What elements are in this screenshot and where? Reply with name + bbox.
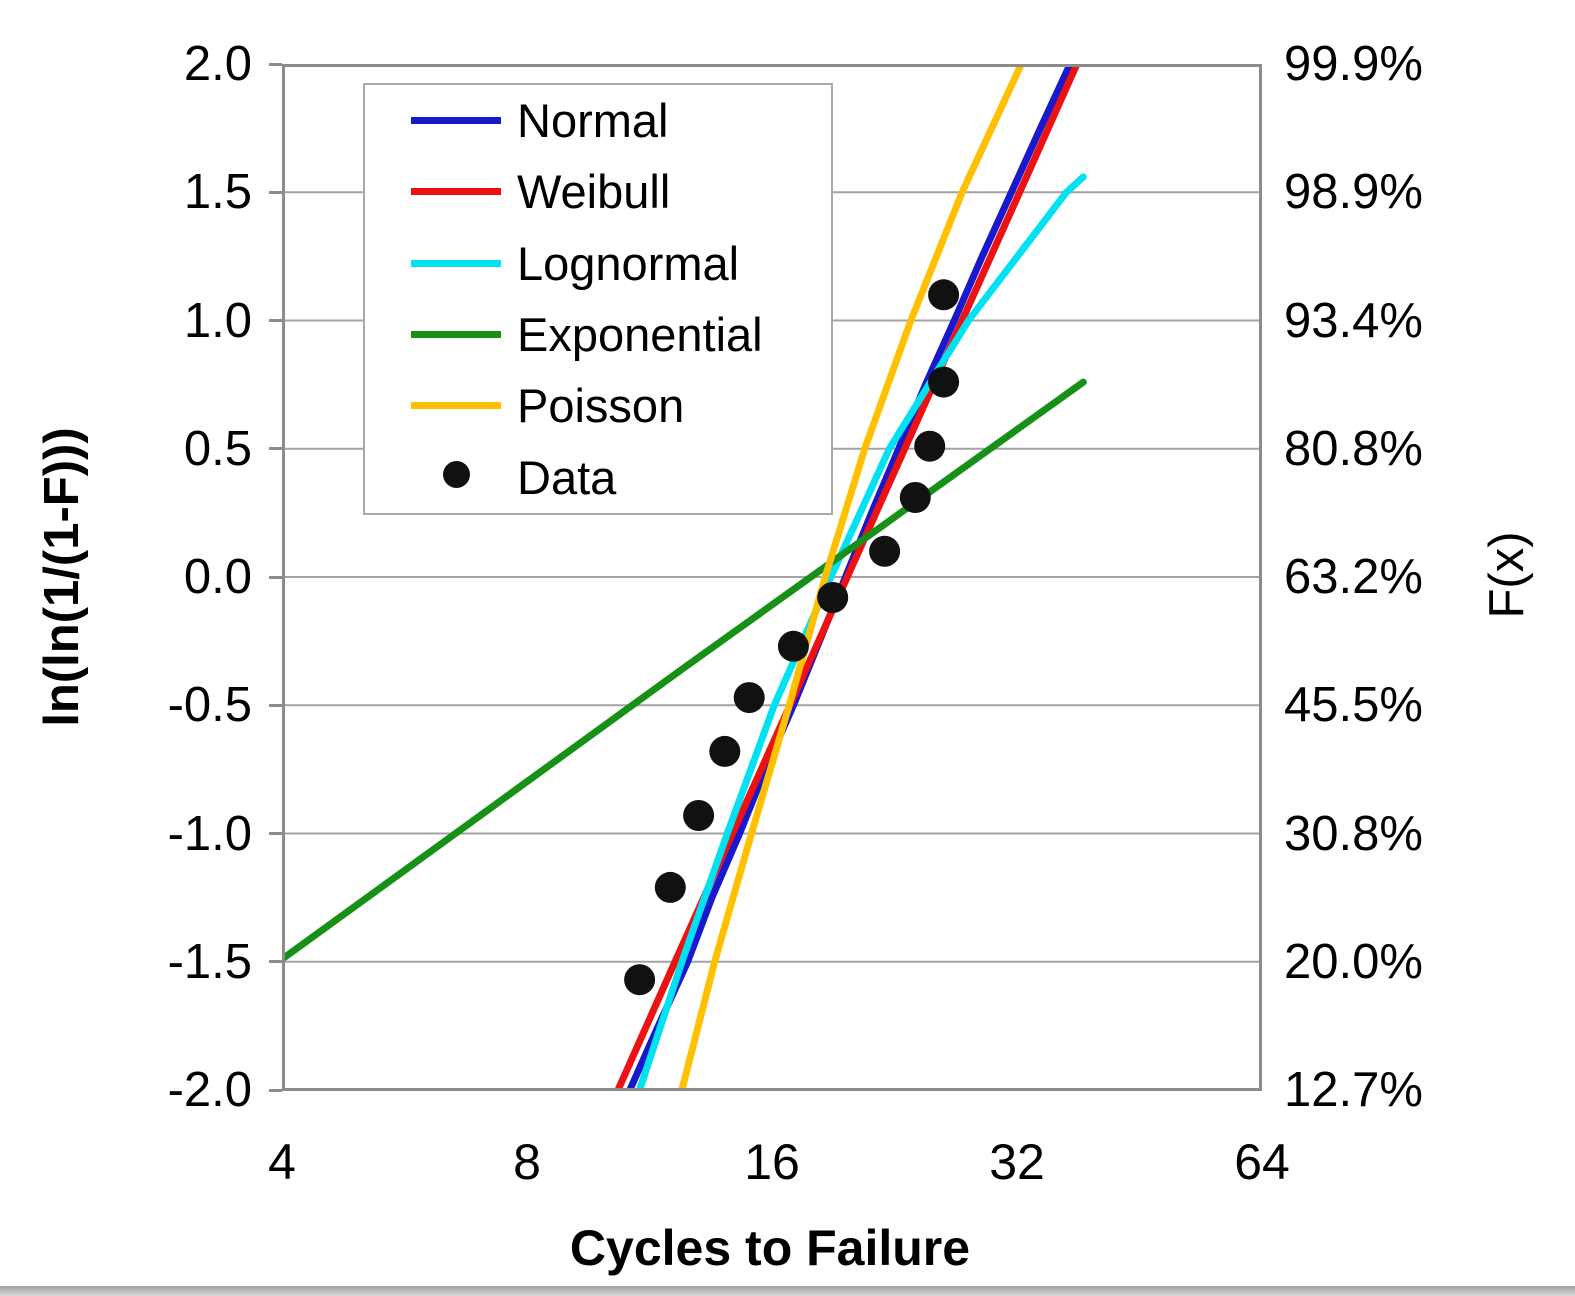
left-axis-tickmark — [269, 703, 282, 707]
y-tick-label-left: 0.0 — [183, 550, 252, 604]
x-tick-label: 64 — [1234, 1134, 1290, 1190]
left-axis-tickmark — [269, 319, 282, 322]
legend-label: Lognormal — [517, 236, 740, 290]
series-line-lognormal — [636, 173, 1087, 1094]
x-tick-label: 32 — [989, 1134, 1045, 1190]
left-axis-tickmark — [269, 447, 282, 451]
data-point — [899, 482, 931, 513]
y-tick-label-left: -0.5 — [167, 678, 252, 733]
y-tick-label-left: 0.5 — [183, 421, 252, 476]
y-tick-label-right: 20.0% — [1284, 934, 1423, 989]
data-point — [624, 964, 656, 996]
legend-label: Exponential — [517, 308, 763, 362]
legend-label: Poisson — [517, 379, 685, 433]
y-tick-label-left: -1.5 — [167, 934, 252, 989]
series-line-poisson — [678, 60, 1025, 1094]
legend: Normal Weibull Lognormal Exponential Poisson… — [363, 83, 833, 515]
legend-line-swatch-poisson — [411, 402, 501, 410]
legend-item-poisson: Poisson — [365, 370, 831, 441]
y-tick-label-right: 45.5% — [1284, 678, 1423, 733]
left-axis-tickmark — [269, 190, 282, 194]
data-point — [914, 430, 946, 462]
left-axis-tickmark — [269, 575, 282, 579]
legend-label: Weibull — [517, 165, 671, 219]
data-point — [733, 682, 765, 714]
left-axis-tickmark — [269, 960, 282, 964]
x-axis-title: Cycles to Failure — [569, 1220, 971, 1276]
legend-label: Data — [517, 450, 617, 504]
left-axis-tickmark — [269, 62, 282, 66]
y-tick-label-right: 80.8% — [1284, 421, 1423, 476]
y-tick-label-right: 99.9% — [1284, 37, 1423, 91]
legend-line-swatch-normal — [411, 117, 501, 125]
data-point — [928, 366, 960, 398]
data-point — [654, 871, 686, 903]
legend-label: Normal — [517, 94, 669, 148]
left-axis-tickmark — [269, 832, 282, 835]
legend-item-exponential: Exponential — [365, 299, 831, 370]
legend-item-data: Data — [365, 442, 831, 513]
legend-item-lognormal: Lognormal — [365, 228, 831, 299]
plot-border — [282, 64, 1262, 1091]
y-tick-label-right: 93.4% — [1284, 293, 1423, 348]
y-tick-label-right: 30.8% — [1284, 806, 1423, 861]
y-tick-label-left: 1.0 — [183, 293, 252, 348]
y-tick-label-left: -1.0 — [167, 806, 252, 861]
y-tick-label-right: 63.2% — [1284, 550, 1423, 604]
x-tick-label: 16 — [744, 1134, 800, 1190]
data-point — [928, 279, 960, 311]
data-point — [683, 800, 715, 831]
data-point — [817, 582, 849, 613]
legend-item-normal: Normal — [365, 85, 831, 156]
data-point — [777, 630, 809, 662]
plot-area — [278, 60, 1262, 1094]
legend-line-swatch-lognormal — [411, 259, 501, 267]
x-tick-label: 4 — [268, 1134, 296, 1190]
series-line-exponential — [278, 378, 1087, 963]
y-tick-label-left: 1.5 — [183, 165, 252, 220]
legend-line-swatch-exponential — [411, 331, 501, 339]
bottom-divider — [0, 1286, 1575, 1296]
data-point — [869, 535, 901, 567]
y-tick-label-right: 12.7% — [1284, 1063, 1423, 1117]
plot-svg — [278, 60, 1262, 1094]
legend-line-swatch-weibull — [411, 188, 501, 196]
y-tick-label-left: -2.0 — [167, 1063, 252, 1117]
y-tick-label-right: 98.9% — [1284, 165, 1423, 220]
legend-dot-swatch — [442, 461, 470, 489]
y-tick-label-left: 2.0 — [183, 37, 252, 91]
x-tick-label: 8 — [513, 1134, 541, 1190]
legend-dot-swatch-wrap — [411, 461, 501, 493]
legend-item-weibull: Weibull — [365, 156, 831, 227]
left-axis-tickmark — [269, 1088, 282, 1092]
data-point — [709, 735, 741, 767]
